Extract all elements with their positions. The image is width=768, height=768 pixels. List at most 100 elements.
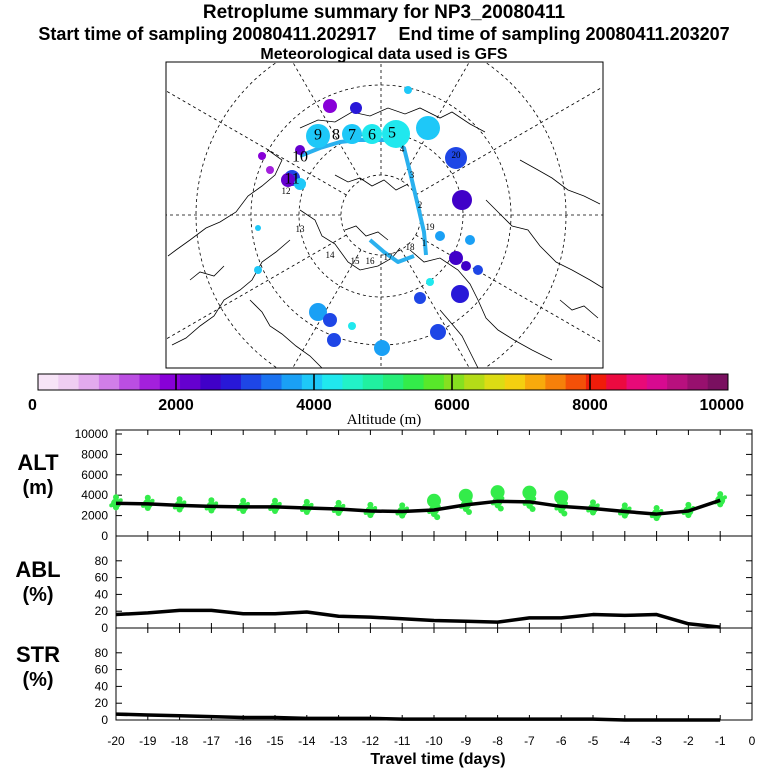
- plume-centroid-dot: [254, 266, 262, 274]
- alt-y-tick-label: 8000: [81, 447, 108, 461]
- plume-centroid-dot: [445, 147, 467, 169]
- colorbar-cell: [504, 374, 526, 390]
- day-marker-label: 12: [282, 186, 291, 196]
- alt-plume-dot: [144, 504, 151, 511]
- colorbar-cell: [38, 374, 59, 390]
- day-marker-label: 14: [326, 250, 336, 260]
- colorbar-cell: [281, 374, 303, 390]
- alt-plume-dot: [458, 488, 473, 503]
- colorbar-tick-label: 8000: [572, 397, 608, 414]
- alt-plume-dot: [208, 507, 215, 514]
- coastline: [299, 209, 401, 271]
- plume-centroid-dot: [281, 173, 295, 187]
- alt-y-tick-label: 10000: [75, 427, 109, 441]
- x-tick-label: -19: [139, 734, 157, 748]
- str-series-line: [115, 712, 721, 722]
- alt-y-tick-label: 0: [101, 529, 108, 543]
- colorbar-cell: [606, 374, 628, 390]
- alt-plume-dot: [399, 512, 406, 519]
- plume-centroid-dot: [382, 120, 410, 148]
- coastline: [485, 199, 603, 289]
- day-marker-label: 4: [400, 144, 405, 154]
- alt-plume-dot: [176, 496, 183, 503]
- colorbar-cell: [667, 374, 688, 390]
- x-tick-label: -18: [171, 734, 189, 748]
- day-marker-label: 5: [388, 125, 396, 142]
- str-y-tick-label: 20: [95, 696, 109, 710]
- day-marker-label: 3: [410, 170, 415, 180]
- alt-plume-dot: [529, 505, 536, 512]
- day-marker-label: 1: [422, 238, 427, 248]
- plume-centroid-dot: [435, 231, 445, 241]
- day-marker-label: 8: [332, 127, 340, 144]
- alt-plume-dot: [490, 485, 505, 500]
- sampling-times: Start time of sampling 20080411.202917 En…: [0, 24, 768, 45]
- alt-plume-dot: [627, 506, 632, 511]
- alt-plume-dot: [341, 503, 346, 508]
- colorbar-cell: [159, 374, 181, 390]
- plume-centroid-dot: [473, 265, 483, 275]
- coastline: [249, 299, 323, 368]
- str-y-tick-label: 60: [95, 663, 109, 677]
- plume-centroid-dot: [404, 86, 412, 94]
- alt-plume-dot: [685, 501, 692, 508]
- meridian-line: [415, 234, 603, 344]
- colorbar-cell: [301, 374, 323, 390]
- colorbar-cell: [423, 374, 445, 390]
- colorbar-frame: [37, 373, 729, 391]
- plume-centroid-dot: [266, 166, 274, 174]
- plume-centroid-dot: [309, 303, 327, 321]
- colorbar-tick-label: 6000: [434, 397, 470, 414]
- alt-plume-dot: [653, 504, 660, 511]
- coastline: [167, 149, 283, 257]
- plume-centroid-dot: [414, 292, 426, 304]
- x-tick-label: -20: [107, 734, 125, 748]
- plume-centroid-dot: [461, 261, 471, 271]
- alt-plume-dot: [367, 512, 374, 519]
- alt-plume-dot: [590, 509, 596, 516]
- altitude-colorbar: 0 2000 4000 6000 8000 10000 Altitude (m): [28, 373, 744, 428]
- alt-plume-dot: [182, 500, 187, 505]
- colorbar-cell: [119, 374, 140, 390]
- alt-plume-dot: [717, 491, 724, 498]
- x-tick-label: 0: [749, 734, 756, 748]
- alt-plume-dot: [335, 510, 342, 517]
- colorbar-cell: [240, 374, 262, 390]
- abl-unit-label: (%): [22, 584, 53, 606]
- plume-centroid-dot: [374, 340, 390, 356]
- plume-centroid-dot: [362, 124, 382, 144]
- coastline: [344, 225, 389, 241]
- coastline: [189, 265, 225, 281]
- colorbar-cell: [200, 374, 222, 390]
- alt-plume-dot: [240, 497, 247, 504]
- day-marker-label: 17: [384, 252, 394, 262]
- colorbar-cell: [626, 374, 648, 390]
- coastline: [171, 239, 291, 346]
- alt-plume-dot: [303, 498, 310, 505]
- coastline: [299, 107, 486, 133]
- alt-y-tick-label: 4000: [81, 488, 108, 502]
- x-tick-label: -11: [394, 734, 411, 748]
- alt-plume-dot: [176, 506, 183, 513]
- x-tick-label: -6: [556, 734, 567, 748]
- alt-unit-label: (m): [22, 477, 53, 499]
- str-y-tick-label: 80: [95, 646, 109, 660]
- meridian-line: [166, 234, 347, 340]
- colorbar-tick-label: 2000: [158, 397, 194, 414]
- alt-plume-dot: [214, 501, 219, 506]
- alt-plume-dot: [272, 497, 278, 504]
- day-marker-label: 13: [296, 224, 306, 234]
- colorbar-cell: [383, 374, 404, 390]
- str-unit-label: (%): [22, 669, 53, 691]
- coastline: [334, 174, 409, 191]
- colorbar-cell: [180, 374, 201, 390]
- colorbar-cell: [78, 374, 100, 390]
- alt-plume-dot: [309, 502, 314, 507]
- colorbar-cell: [98, 374, 120, 390]
- alt-plume-dot: [367, 501, 374, 508]
- x-tick-label: -16: [235, 734, 253, 748]
- alt-plume-dot: [554, 490, 569, 505]
- alt-plume-dot: [245, 501, 250, 506]
- colorbar-cell: [585, 374, 607, 390]
